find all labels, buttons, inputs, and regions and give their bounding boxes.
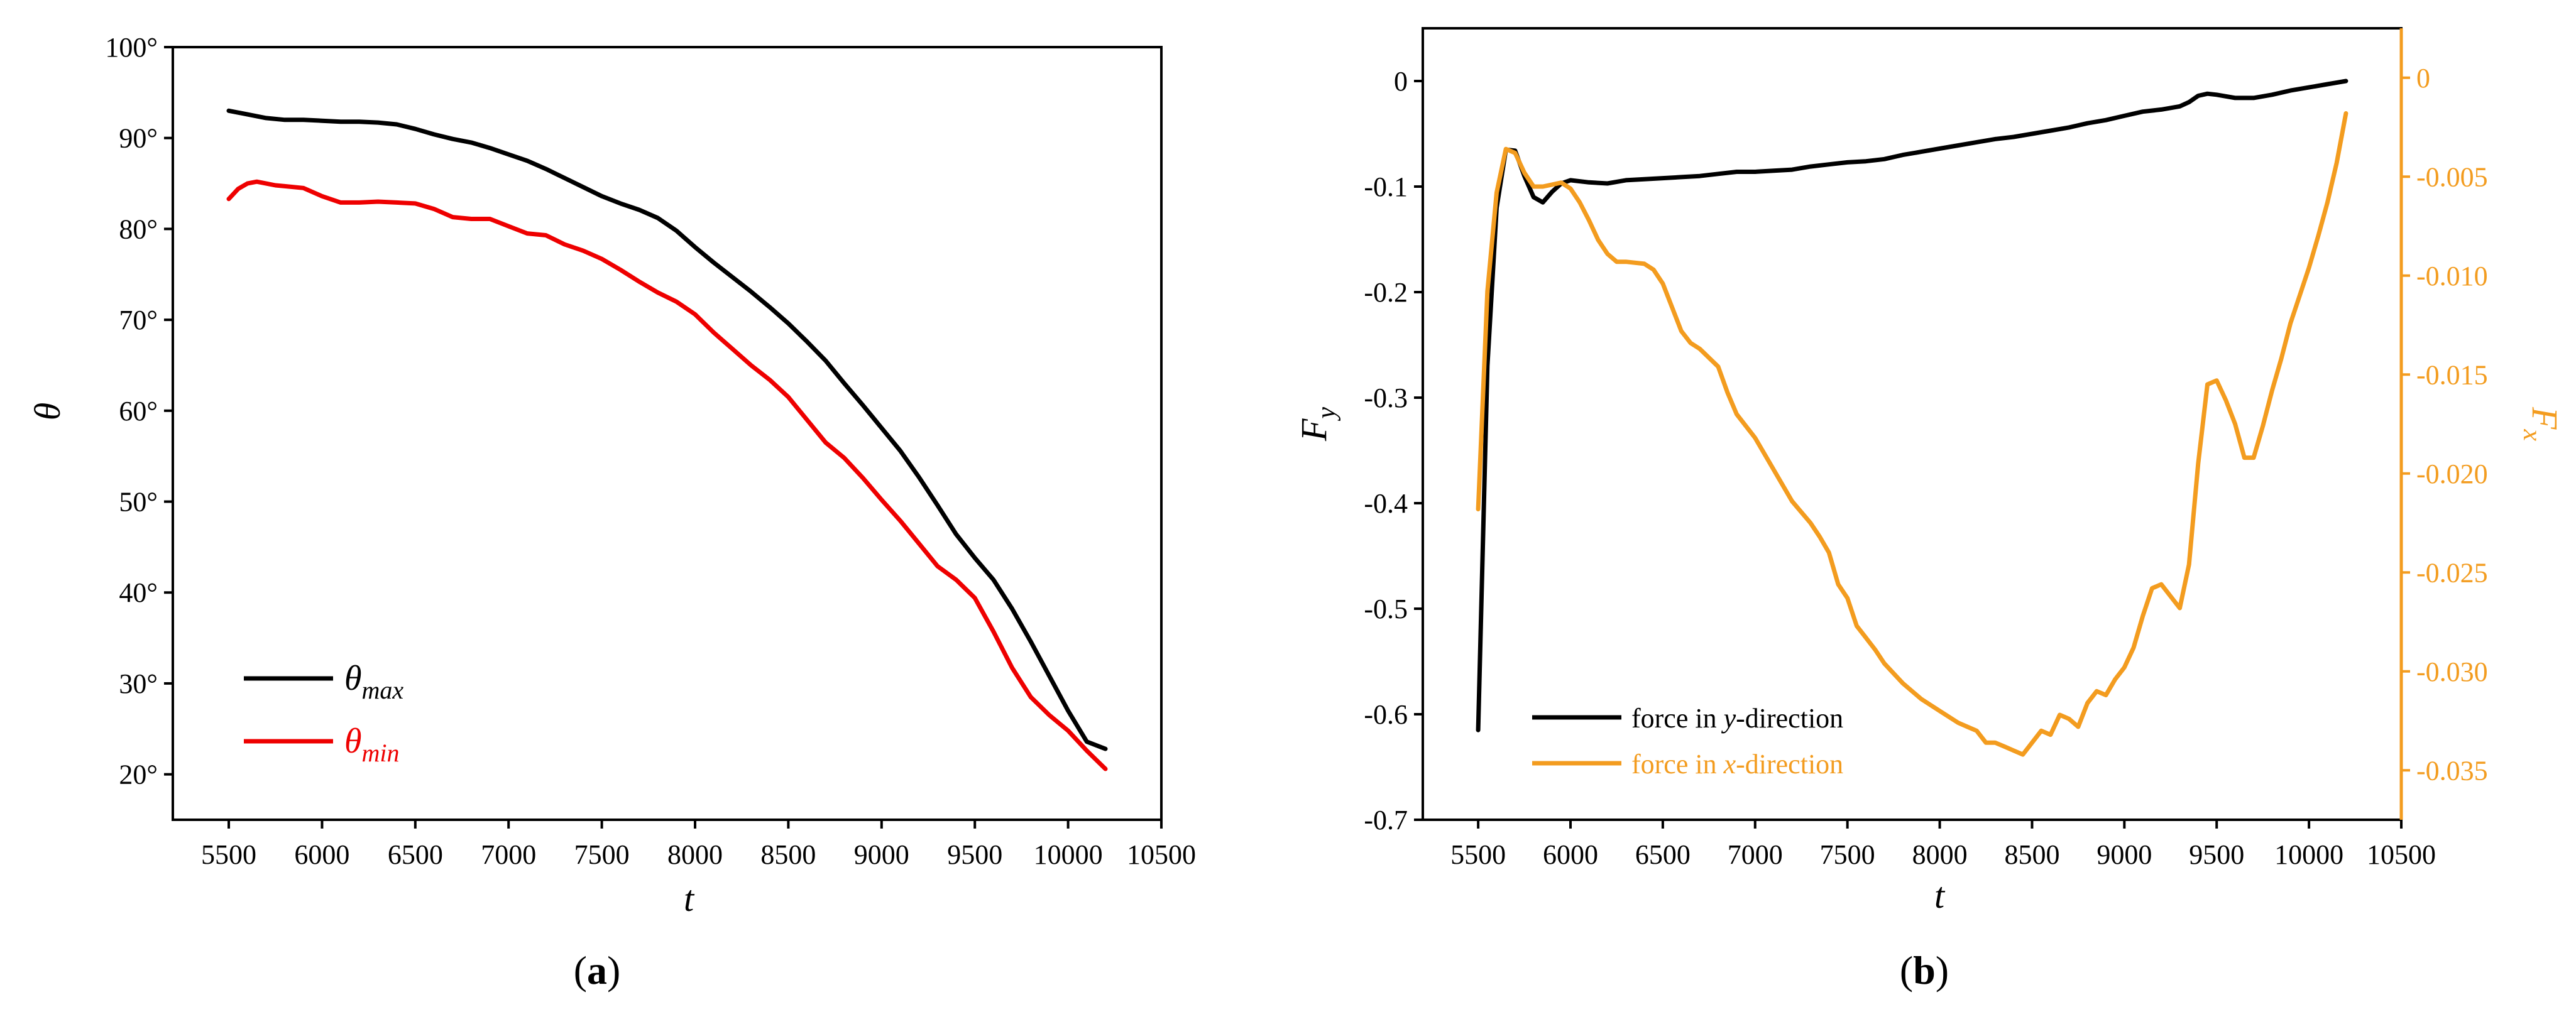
chart-b-y2-ticks: 0 -0.005 -0.010 -0.015 -0.020 -0.025 -0.030 -0.… — [2401, 63, 2488, 786]
y2-tick-label: -0.035 — [2416, 755, 2488, 786]
y2-tick-label: -0.010 — [2416, 261, 2488, 291]
series-line-force-x — [1476, 111, 2349, 757]
y-tick-label: 0 — [1394, 66, 1408, 97]
chart-b-x-axis-label: t — [1934, 875, 1946, 916]
y-tick-label: -0.4 — [1364, 488, 1408, 519]
legend-label-theta-max: θmax — [344, 659, 403, 704]
legend-theta-min-symbol: θ — [344, 722, 362, 761]
chart-b-x-ticks: 5500 6000 6500 7000 7500 8000 8500 9000 9500 1000… — [1450, 820, 2436, 870]
panel-label-b-close: ) — [1936, 948, 1949, 993]
x-tick-label: 7500 — [574, 839, 630, 870]
legend-label-force-y: force in y-direction — [1631, 703, 1843, 734]
chart-a: 5500 6000 6500 7000 7500 8000 8500 9000 9500 1000… — [27, 32, 1196, 993]
x-tick-label: 6500 — [1635, 839, 1691, 870]
chart-b: 5500 6000 6500 7000 7500 8000 8500 9000 9500 1000… — [1293, 27, 2565, 993]
panel-label-a-letter: a — [587, 948, 607, 993]
x-tick-label: 8500 — [2004, 839, 2059, 870]
x-tick-label: 9000 — [854, 839, 909, 870]
x-tick-label: 9500 — [2189, 839, 2244, 870]
x-tick-label: 7000 — [481, 839, 536, 870]
panel-label-b-open: ( — [1900, 948, 1913, 993]
chart-a-x-axis-label: t — [684, 878, 695, 919]
x-tick-label: 7000 — [1728, 839, 1783, 870]
x-tick-label: 5500 — [1450, 839, 1506, 870]
y2-tick-label: -0.020 — [2416, 459, 2488, 489]
chart-a-y-ticks: 20° 30° 40° 50° 60° 70° 80° 90° 100° — [105, 32, 173, 790]
x-tick-label: 6500 — [388, 839, 443, 870]
legend-force-y-post: -direction — [1736, 703, 1843, 734]
panel-label-b: (b) — [1900, 948, 1949, 993]
chart-b-frame — [1422, 27, 2403, 821]
legend-force-x-post: -direction — [1736, 749, 1843, 780]
legend-label-theta-min: θmin — [344, 722, 400, 767]
series-line-force-y — [1476, 79, 2349, 732]
chart-b-series — [1476, 79, 2349, 757]
panel-label-a-open: ( — [574, 948, 587, 993]
y-tick-label: 40° — [119, 577, 158, 608]
chart-a-frame — [172, 46, 1163, 821]
chart-a-y-axis-label: θ — [27, 403, 68, 421]
chart-b-legend: force in y-direction force in x-directio… — [1532, 703, 1843, 780]
x-tick-label: 6000 — [294, 839, 349, 870]
legend-theta-max-subscript: max — [362, 676, 404, 704]
chart-a-x-ticks: 5500 6000 6500 7000 7500 8000 8500 9000 9500 1000… — [201, 820, 1196, 870]
chart-b-y-axis-symbol: F — [1293, 418, 1334, 442]
x-tick-label: 10000 — [2274, 839, 2343, 870]
legend-force-y-pre: force in — [1631, 703, 1724, 734]
legend-force-x-pre: force in — [1631, 749, 1724, 780]
chart-a-series — [226, 108, 1108, 771]
chart-b-y-ticks: 0 -0.1 -0.2 -0.3 -0.4 -0.5 -0.6 -0.7 — [1364, 66, 1423, 835]
legend-label-force-x: force in x-direction — [1631, 749, 1843, 780]
y-tick-label: 80° — [119, 214, 158, 244]
y2-tick-label: -0.030 — [2416, 656, 2488, 687]
chart-b-y2-axis-symbol: F — [2524, 406, 2565, 430]
legend-force-y-var: y — [1721, 703, 1736, 734]
legend-theta-max-symbol: θ — [344, 659, 362, 698]
y2-tick-label: -0.025 — [2416, 557, 2488, 588]
x-tick-label: 8500 — [760, 839, 816, 870]
x-tick-label: 10500 — [1127, 839, 1196, 870]
x-tick-label: 10500 — [2367, 839, 2436, 870]
y2-tick-label: 0 — [2416, 63, 2430, 94]
legend-theta-min-subscript: min — [362, 739, 400, 767]
y-tick-label: 100° — [105, 32, 158, 63]
chart-b-y-axis-subscript: y — [1312, 407, 1341, 422]
y2-tick-label: -0.005 — [2416, 161, 2488, 192]
panel-label-b-letter: b — [1913, 948, 1936, 993]
y-tick-label: -0.2 — [1364, 277, 1408, 308]
y-tick-label: 70° — [119, 305, 158, 335]
x-tick-label: 10000 — [1034, 839, 1103, 870]
x-tick-label: 8000 — [1912, 839, 1968, 870]
legend-force-x-var: x — [1723, 749, 1736, 780]
y-tick-label: 30° — [119, 668, 158, 699]
y-tick-label: 50° — [119, 487, 158, 518]
chart-a-legend: θmax θmin — [244, 659, 403, 767]
y-tick-label: 90° — [119, 123, 158, 154]
series-line-theta-max — [226, 108, 1108, 751]
x-tick-label: 9000 — [2096, 839, 2152, 870]
y-tick-label: -0.7 — [1364, 805, 1408, 835]
series-line-theta-min — [226, 179, 1108, 771]
x-tick-label: 8000 — [667, 839, 723, 870]
y-tick-label: -0.1 — [1364, 171, 1408, 202]
chart-b-y-axis-label: Fy — [1293, 407, 1341, 442]
y-tick-label: -0.3 — [1364, 383, 1408, 413]
panel-label-a-close: ) — [607, 948, 620, 993]
y2-tick-label: -0.015 — [2416, 359, 2488, 390]
y-tick-label: 60° — [119, 396, 158, 427]
y-tick-label: -0.6 — [1364, 699, 1408, 730]
x-tick-label: 5500 — [201, 839, 256, 870]
x-tick-label: 7500 — [1820, 839, 1875, 870]
y-tick-label: 20° — [119, 759, 158, 790]
panel-label-a: (a) — [574, 948, 621, 993]
x-tick-label: 9500 — [947, 839, 1002, 870]
y-tick-label: -0.5 — [1364, 594, 1408, 624]
x-tick-label: 6000 — [1543, 839, 1598, 870]
chart-b-y2-axis-subscript: x — [2518, 428, 2546, 441]
chart-b-y2-axis-label: Fx — [2518, 406, 2565, 441]
